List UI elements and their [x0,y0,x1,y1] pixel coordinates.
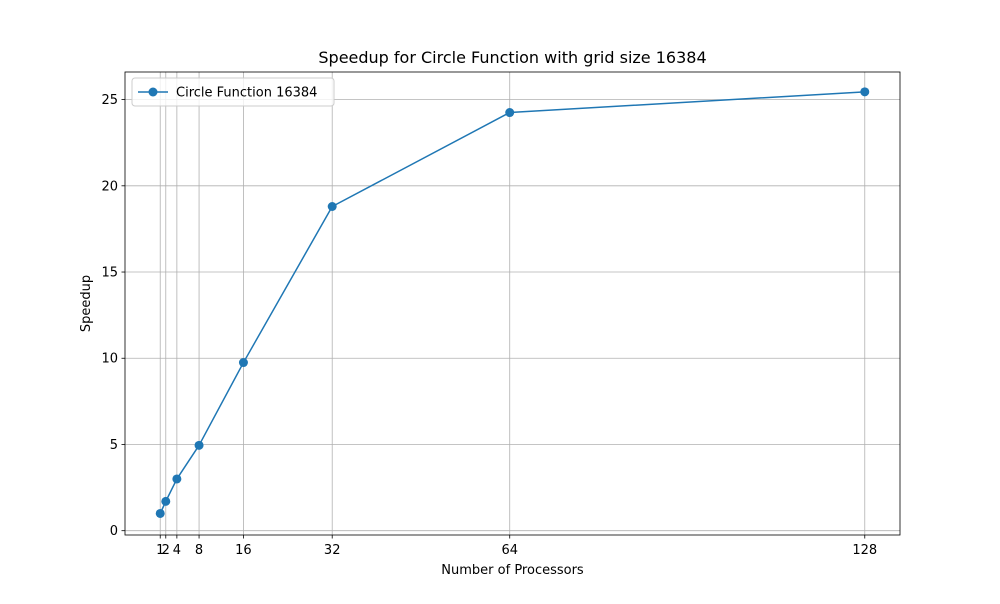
grid-layer [125,72,900,535]
y-axis-label: Speedup [79,275,94,332]
legend-marker [148,87,158,97]
x-tick-label: 8 [195,543,203,558]
data-point-marker [161,496,171,506]
chart-title: Speedup for Circle Function with grid si… [318,48,706,67]
y-tick-label: 5 [110,438,118,453]
data-point-marker [505,108,515,118]
series-layer [155,87,870,518]
data-point-marker [194,440,204,450]
data-point-marker [327,202,337,212]
data-point-marker [172,474,182,484]
y-tick-label: 25 [101,93,118,108]
x-tick-label: 1 [156,543,164,558]
x-tick-label: 4 [173,543,181,558]
x-tick-label: 2 [162,543,170,558]
x-tick-label: 32 [324,543,341,558]
x-tick-label: 16 [235,543,252,558]
x-axis-label: Number of Processors [441,563,584,578]
y-tick-label: 10 [101,352,118,367]
data-point-marker [155,508,165,518]
plot-area-frame [124,71,901,536]
y-tick-label: 20 [101,179,118,194]
y-tick-label: 0 [110,524,118,539]
legend: Circle Function 16384 [131,77,335,107]
x-tick-label: 128 [852,543,877,558]
x-tick-label: 64 [501,543,518,558]
data-point-marker [238,358,248,368]
legend-box [131,77,335,107]
y-tick-label: 15 [101,266,118,281]
tick-layer: 12 4 8 16 32 64 128 0 5 10 15 20 25 [101,93,877,558]
data-point-marker [860,87,870,97]
legend-label: Circle Function 16384 [176,86,317,101]
